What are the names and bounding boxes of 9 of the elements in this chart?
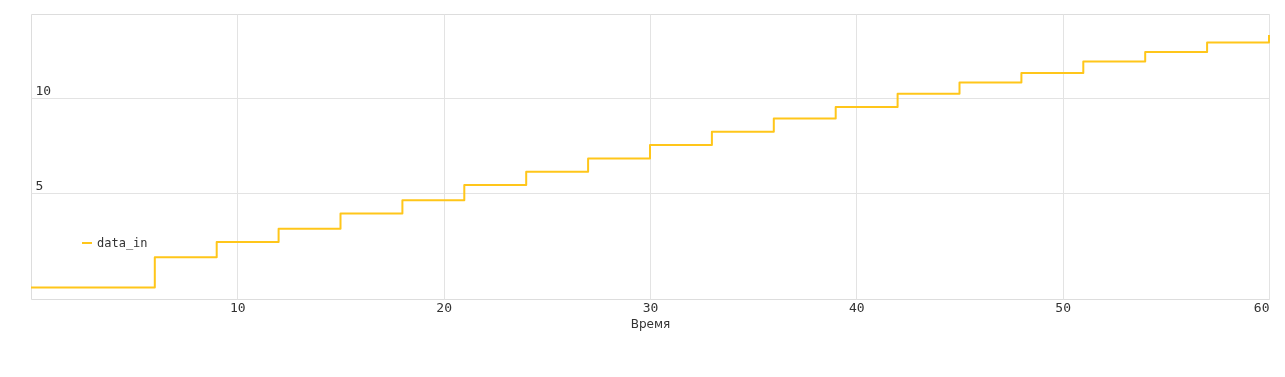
x-tick-label: 40 [849, 299, 865, 315]
x-tick-label: 30 [642, 299, 659, 315]
x-tick-label: 50 [1055, 299, 1071, 315]
legend-label: data_in [97, 236, 148, 250]
y-tick-label: 5 [35, 178, 44, 194]
x-tick-label: 20 [436, 299, 452, 315]
x-tick-label: 60 [1253, 299, 1270, 315]
x-axis-title: Время [630, 316, 671, 331]
x-tick-label: 10 [230, 299, 246, 315]
